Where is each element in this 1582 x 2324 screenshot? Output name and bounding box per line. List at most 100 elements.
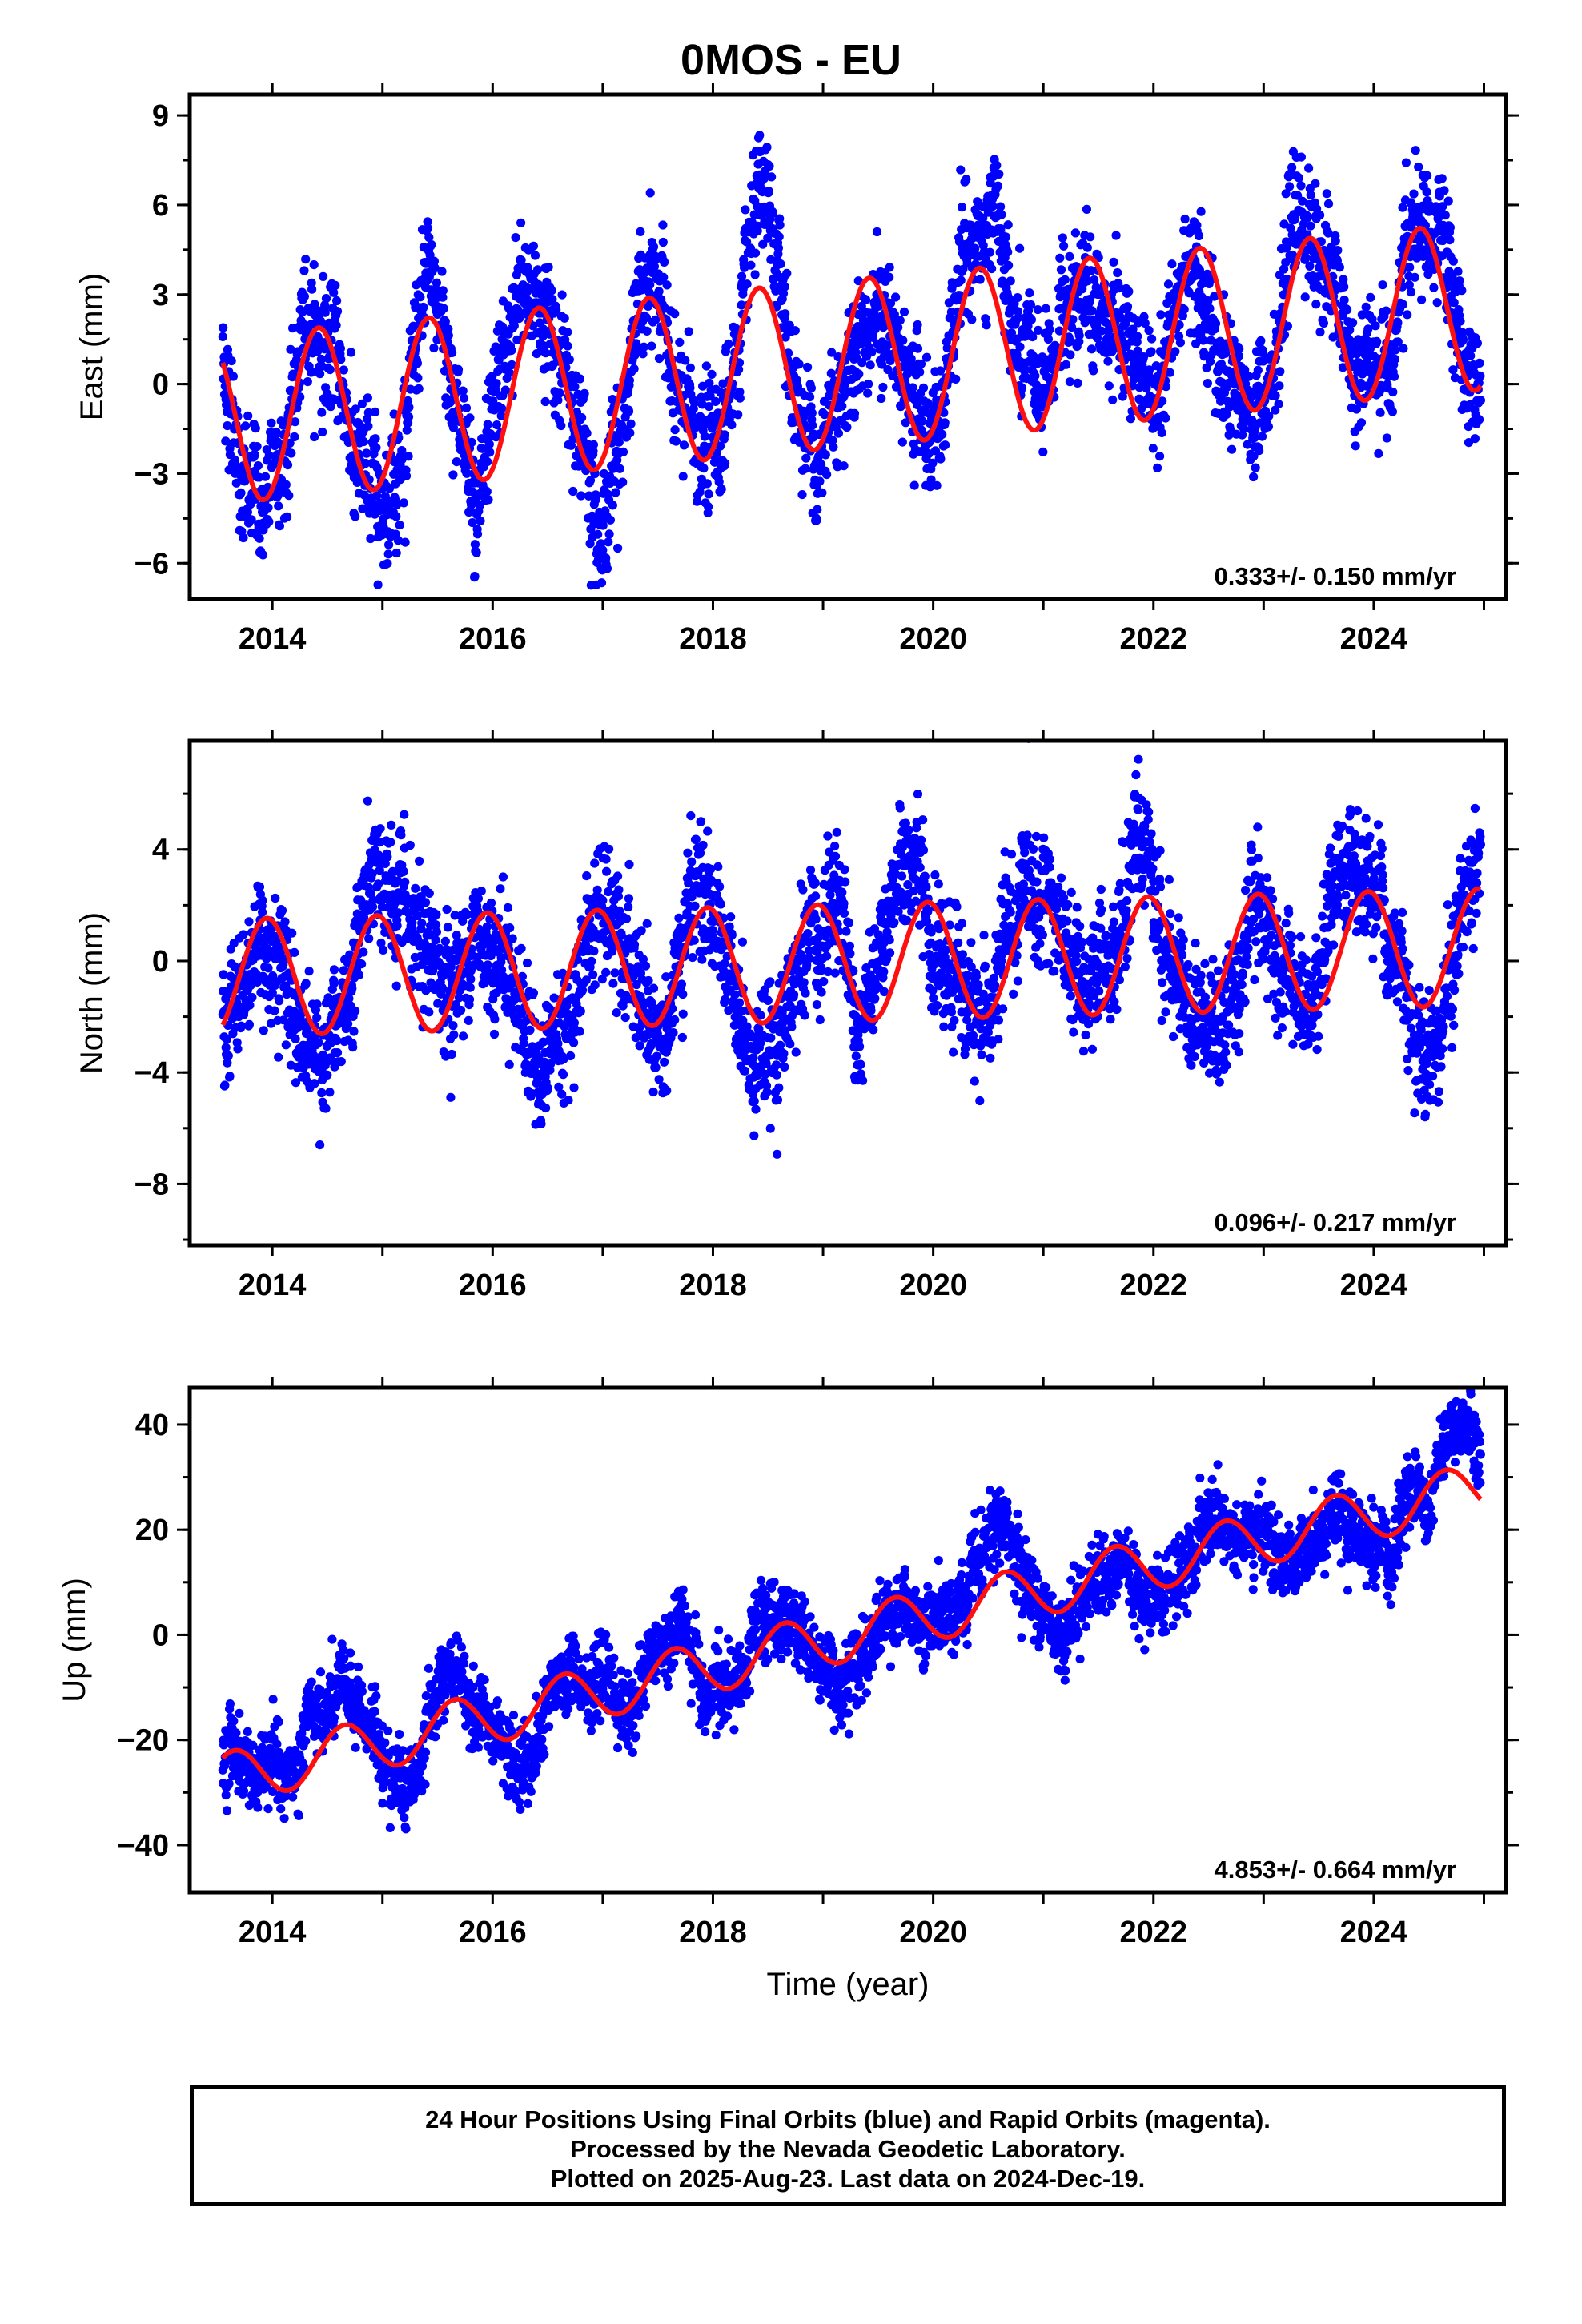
east-point: [1095, 290, 1105, 300]
east-point: [1375, 408, 1385, 417]
east-point: [1074, 331, 1084, 340]
east-point: [1086, 232, 1095, 242]
east-point: [492, 420, 502, 430]
east-point: [1453, 267, 1463, 276]
chart-title: 0MOS - EU: [680, 36, 902, 84]
east-point: [393, 536, 403, 545]
east-point: [734, 364, 744, 374]
north-point: [348, 1043, 358, 1052]
east-point: [624, 376, 635, 385]
east-point: [1352, 349, 1362, 359]
east-point: [1448, 256, 1458, 266]
east-point: [1455, 276, 1464, 286]
east-point: [807, 408, 817, 418]
east-point: [465, 413, 475, 423]
east-point: [287, 448, 296, 458]
east-point: [893, 323, 903, 332]
east-point: [299, 292, 309, 301]
east-point: [899, 307, 909, 316]
east-point: [346, 348, 356, 357]
east-point: [878, 382, 888, 392]
north-point: [225, 1072, 235, 1081]
east-point: [320, 308, 330, 317]
east-point: [1356, 418, 1367, 428]
east-point: [970, 243, 980, 253]
east-point: [564, 355, 574, 364]
east-point: [419, 302, 428, 312]
east-point: [720, 430, 729, 440]
east-point: [1087, 306, 1097, 316]
north-point: [281, 1040, 291, 1050]
east-point: [659, 272, 669, 282]
east-point: [444, 324, 453, 334]
north-point: [400, 877, 410, 887]
east-ytick-label: 3: [152, 279, 169, 312]
east-point: [926, 482, 935, 492]
east-point: [1158, 396, 1167, 406]
east-point: [401, 471, 412, 480]
east-point: [670, 309, 680, 319]
east-point: [1476, 372, 1485, 381]
east-point: [1296, 181, 1306, 191]
east-point: [399, 498, 408, 508]
north-point: [648, 983, 659, 993]
east-point: [1388, 387, 1398, 397]
north-point: [459, 1031, 468, 1041]
east-point: [1161, 413, 1170, 423]
east-point: [1301, 252, 1311, 263]
north-point: [359, 947, 368, 957]
east-point: [1345, 325, 1355, 335]
east-point: [604, 537, 613, 547]
east-point: [753, 221, 763, 231]
east-point: [516, 218, 526, 227]
east-point: [414, 384, 424, 393]
north-point: [317, 1088, 327, 1098]
east-point: [1175, 338, 1185, 348]
east-point: [660, 257, 669, 267]
east-point: [918, 383, 929, 392]
east-point: [993, 181, 1003, 191]
east-point: [275, 521, 284, 531]
east-point: [1419, 251, 1428, 261]
north-point: [290, 947, 299, 957]
east-ytick-label: 6: [152, 189, 169, 223]
east-point: [1475, 415, 1484, 424]
east-point: [1445, 235, 1455, 245]
east-point: [570, 382, 580, 392]
east-point: [228, 372, 238, 381]
east-point: [1335, 263, 1344, 272]
east-point: [613, 543, 623, 553]
north-point: [669, 1028, 678, 1038]
east-point: [681, 356, 690, 365]
east-point: [685, 383, 695, 392]
east-point: [548, 295, 557, 304]
east-point: [861, 295, 871, 304]
east-point: [1097, 326, 1106, 336]
east-point: [236, 488, 246, 498]
east-point: [1339, 295, 1349, 305]
east-point: [1294, 173, 1303, 183]
east-point: [721, 459, 730, 468]
north-point: [569, 1083, 579, 1092]
north-point: [267, 988, 277, 998]
east-point: [1003, 247, 1013, 257]
east-point: [994, 169, 1004, 179]
east-point: [645, 188, 655, 198]
east-point: [872, 227, 882, 237]
north-point: [696, 817, 706, 826]
east-point: [219, 323, 228, 332]
east-point: [357, 399, 367, 408]
east-point: [1073, 378, 1082, 388]
east-point: [1194, 231, 1204, 241]
east-point: [335, 344, 345, 353]
east-point: [654, 354, 665, 364]
north-point: [610, 968, 620, 978]
east-point: [1148, 444, 1158, 453]
east-point: [877, 360, 887, 369]
east-point: [891, 292, 901, 302]
east-point: [815, 476, 825, 486]
east-point: [290, 432, 299, 442]
east-point: [1449, 298, 1459, 308]
east-point: [1103, 356, 1113, 366]
